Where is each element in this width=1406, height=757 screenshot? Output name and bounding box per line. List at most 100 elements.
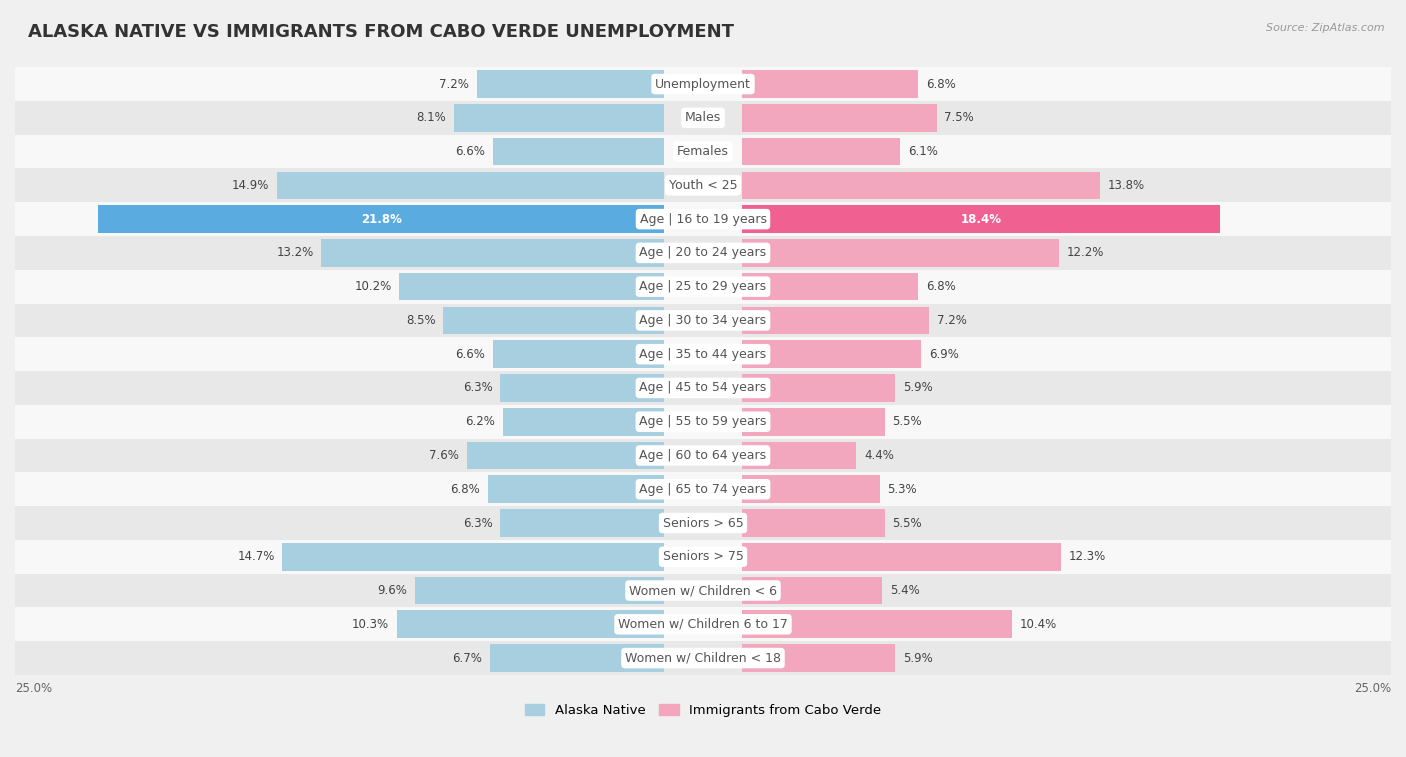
Bar xyxy=(15,236,1391,269)
Text: 6.6%: 6.6% xyxy=(456,347,485,360)
Bar xyxy=(15,540,1391,574)
Bar xyxy=(742,307,929,335)
Bar xyxy=(742,273,918,301)
Text: Age | 45 to 54 years: Age | 45 to 54 years xyxy=(640,382,766,394)
Text: Age | 30 to 34 years: Age | 30 to 34 years xyxy=(640,314,766,327)
Bar xyxy=(15,169,1391,202)
Text: Seniors > 75: Seniors > 75 xyxy=(662,550,744,563)
Bar xyxy=(399,273,664,301)
Text: Unemployment: Unemployment xyxy=(655,77,751,91)
Bar xyxy=(15,607,1391,641)
Bar xyxy=(98,205,664,233)
Text: 6.2%: 6.2% xyxy=(465,415,495,428)
Bar xyxy=(742,475,880,503)
Text: 18.4%: 18.4% xyxy=(960,213,1001,226)
Bar xyxy=(742,577,882,604)
Text: 6.8%: 6.8% xyxy=(450,483,479,496)
Text: 6.8%: 6.8% xyxy=(927,280,956,293)
Text: Females: Females xyxy=(678,145,728,158)
Bar xyxy=(501,509,664,537)
Bar xyxy=(742,138,900,166)
Bar xyxy=(15,338,1391,371)
Bar xyxy=(443,307,664,335)
Bar xyxy=(396,610,664,638)
Bar xyxy=(415,577,664,604)
Bar xyxy=(15,202,1391,236)
Text: 13.8%: 13.8% xyxy=(1108,179,1144,192)
Bar xyxy=(742,70,918,98)
Text: 25.0%: 25.0% xyxy=(1354,682,1391,695)
Text: 7.6%: 7.6% xyxy=(429,449,458,462)
Bar xyxy=(488,475,664,503)
Bar xyxy=(742,644,896,672)
Text: 14.7%: 14.7% xyxy=(238,550,274,563)
Text: 6.3%: 6.3% xyxy=(463,516,492,529)
Bar xyxy=(283,543,664,571)
Bar xyxy=(15,371,1391,405)
Bar xyxy=(492,341,664,368)
Text: Women w/ Children 6 to 17: Women w/ Children 6 to 17 xyxy=(619,618,787,631)
Text: 6.1%: 6.1% xyxy=(908,145,938,158)
Text: 10.4%: 10.4% xyxy=(1019,618,1057,631)
Text: 12.2%: 12.2% xyxy=(1067,246,1104,260)
Bar xyxy=(491,644,664,672)
Text: 8.1%: 8.1% xyxy=(416,111,446,124)
Text: Seniors > 65: Seniors > 65 xyxy=(662,516,744,529)
Text: Males: Males xyxy=(685,111,721,124)
Text: 4.4%: 4.4% xyxy=(863,449,894,462)
Bar xyxy=(742,408,884,435)
Bar xyxy=(15,574,1391,607)
Bar xyxy=(503,408,664,435)
Text: 7.2%: 7.2% xyxy=(936,314,966,327)
Text: Age | 35 to 44 years: Age | 35 to 44 years xyxy=(640,347,766,360)
Bar xyxy=(15,67,1391,101)
Text: ALASKA NATIVE VS IMMIGRANTS FROM CABO VERDE UNEMPLOYMENT: ALASKA NATIVE VS IMMIGRANTS FROM CABO VE… xyxy=(28,23,734,41)
Bar xyxy=(742,341,921,368)
Bar xyxy=(454,104,664,132)
Bar xyxy=(477,70,664,98)
Bar xyxy=(15,135,1391,169)
Text: 9.6%: 9.6% xyxy=(377,584,406,597)
Bar xyxy=(742,239,1059,266)
Text: 6.6%: 6.6% xyxy=(456,145,485,158)
Text: 5.3%: 5.3% xyxy=(887,483,917,496)
Text: Age | 60 to 64 years: Age | 60 to 64 years xyxy=(640,449,766,462)
Text: 25.0%: 25.0% xyxy=(15,682,52,695)
Text: Age | 20 to 24 years: Age | 20 to 24 years xyxy=(640,246,766,260)
Text: 6.8%: 6.8% xyxy=(927,77,956,91)
Text: Age | 16 to 19 years: Age | 16 to 19 years xyxy=(640,213,766,226)
Bar xyxy=(742,205,1219,233)
Text: Age | 25 to 29 years: Age | 25 to 29 years xyxy=(640,280,766,293)
Text: Source: ZipAtlas.com: Source: ZipAtlas.com xyxy=(1267,23,1385,33)
Text: 7.5%: 7.5% xyxy=(945,111,974,124)
Bar xyxy=(742,104,936,132)
Text: 10.3%: 10.3% xyxy=(352,618,389,631)
Text: 5.4%: 5.4% xyxy=(890,584,920,597)
Bar xyxy=(15,269,1391,304)
Bar xyxy=(15,405,1391,438)
Bar xyxy=(467,441,664,469)
Text: 5.9%: 5.9% xyxy=(903,652,932,665)
Bar xyxy=(742,543,1062,571)
Bar xyxy=(492,138,664,166)
Text: 6.9%: 6.9% xyxy=(929,347,959,360)
Text: 5.5%: 5.5% xyxy=(893,516,922,529)
Text: 13.2%: 13.2% xyxy=(277,246,314,260)
Bar xyxy=(501,374,664,402)
Text: 21.8%: 21.8% xyxy=(360,213,402,226)
Bar xyxy=(15,641,1391,675)
Text: 10.2%: 10.2% xyxy=(354,280,391,293)
Bar xyxy=(15,506,1391,540)
Text: 6.7%: 6.7% xyxy=(453,652,482,665)
Bar xyxy=(15,101,1391,135)
Bar xyxy=(15,438,1391,472)
Text: 6.3%: 6.3% xyxy=(463,382,492,394)
Text: Age | 65 to 74 years: Age | 65 to 74 years xyxy=(640,483,766,496)
Bar xyxy=(742,441,856,469)
Text: 14.9%: 14.9% xyxy=(232,179,270,192)
Text: 5.5%: 5.5% xyxy=(893,415,922,428)
Text: 5.9%: 5.9% xyxy=(903,382,932,394)
Text: Women w/ Children < 6: Women w/ Children < 6 xyxy=(628,584,778,597)
Bar xyxy=(742,374,896,402)
Bar xyxy=(277,172,664,199)
